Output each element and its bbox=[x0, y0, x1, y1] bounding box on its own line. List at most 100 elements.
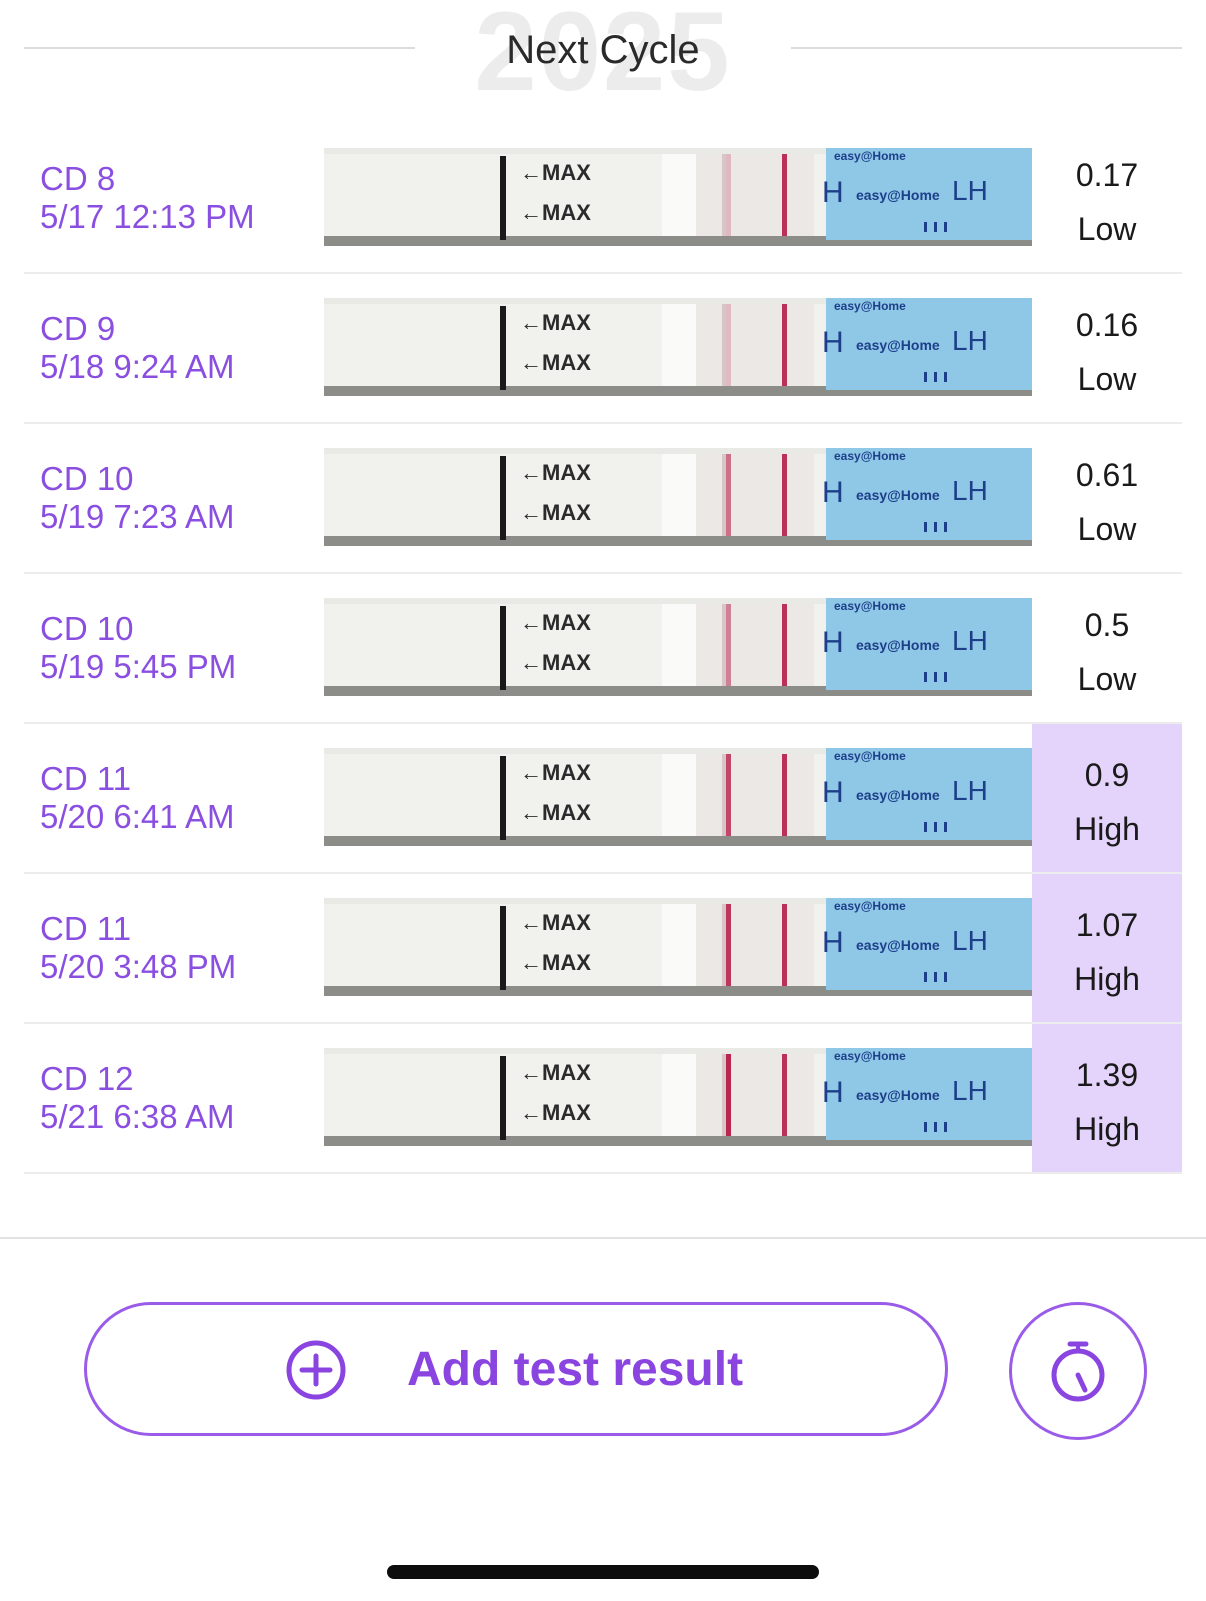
row-labels: CD 11 5/20 3:48 PM bbox=[40, 910, 236, 986]
cycle-day-label: CD 11 bbox=[40, 910, 132, 947]
svg-text:LH: LH bbox=[952, 625, 988, 656]
cycle-day-label: CD 12 bbox=[40, 1060, 134, 1097]
cycle-day-label: CD 10 bbox=[40, 610, 134, 647]
plus-circle-icon bbox=[286, 1340, 346, 1400]
lh-result-cell: 0.5 Low bbox=[1032, 574, 1182, 722]
test-result-row[interactable]: CD 10 5/19 5:45 PM ←MAX ←MAX bbox=[24, 574, 1182, 724]
cycle-day-label: CD 8 bbox=[40, 160, 116, 197]
lh-test-strip-photo: ←MAX ←MAX easy@Home H easy@Home LH bbox=[324, 898, 1032, 996]
svg-text:easy@Home: easy@Home bbox=[834, 599, 906, 613]
svg-text:H: H bbox=[822, 776, 844, 809]
row-labels: CD 12 5/21 6:38 AM bbox=[40, 1060, 234, 1136]
svg-text:←MAX: ←MAX bbox=[520, 500, 591, 525]
svg-text:←MAX: ←MAX bbox=[520, 650, 591, 675]
stopwatch-icon bbox=[1051, 1341, 1105, 1402]
test-result-row[interactable]: CD 11 5/20 6:41 AM ←MAX ←MAX bbox=[24, 724, 1182, 874]
lh-ratio-value: 0.16 bbox=[1075, 307, 1139, 343]
svg-text:easy@Home: easy@Home bbox=[856, 1087, 940, 1103]
svg-text:easy@Home: easy@Home bbox=[834, 299, 906, 313]
svg-text:←MAX: ←MAX bbox=[520, 910, 591, 935]
row-labels: CD 11 5/20 6:41 AM bbox=[40, 760, 234, 836]
svg-text:←MAX: ←MAX bbox=[520, 760, 591, 785]
lh-result-cell: 0.61 Low bbox=[1032, 424, 1182, 572]
test-result-row[interactable]: CD 9 5/18 9:24 AM ←MAX ←MAX bbox=[24, 274, 1182, 424]
svg-text:LH: LH bbox=[952, 925, 988, 956]
test-datetime: 5/19 7:23 AM bbox=[40, 498, 235, 535]
svg-text:←MAX: ←MAX bbox=[520, 800, 591, 825]
row-labels: CD 10 5/19 7:23 AM bbox=[40, 460, 234, 536]
test-datetime: 5/18 9:24 AM bbox=[40, 348, 235, 385]
test-datetime: 5/20 6:41 AM bbox=[40, 798, 235, 835]
svg-text:easy@Home: easy@Home bbox=[834, 449, 906, 463]
row-labels: CD 9 5/18 9:24 AM bbox=[40, 310, 234, 386]
lh-test-strip-photo: ←MAX ←MAX easy@Home H easy@Home LH bbox=[324, 298, 1032, 396]
svg-text:easy@Home: easy@Home bbox=[856, 337, 940, 353]
svg-text:easy@Home: easy@Home bbox=[834, 1049, 906, 1063]
svg-text:easy@Home: easy@Home bbox=[834, 899, 906, 913]
svg-text:easy@Home: easy@Home bbox=[856, 937, 940, 953]
lh-test-strip-photo: ←MAX ←MAX easy@Home H easy@Home LH bbox=[324, 148, 1032, 246]
svg-text:LH: LH bbox=[952, 475, 988, 506]
svg-text:←MAX: ←MAX bbox=[520, 310, 591, 335]
cycle-day-label: CD 11 bbox=[40, 760, 132, 797]
lh-ratio-value: 1.39 bbox=[1075, 1057, 1139, 1093]
svg-text:H: H bbox=[822, 176, 844, 209]
timer-button[interactable] bbox=[1009, 1302, 1147, 1440]
test-datetime: 5/20 3:48 PM bbox=[40, 948, 237, 985]
lh-test-strip-photo: ←MAX ←MAX easy@Home H easy@Home LH bbox=[324, 1048, 1032, 1146]
lh-test-strip-photo: ←MAX ←MAX easy@Home H easy@Home LH bbox=[324, 748, 1032, 846]
add-test-result-label: Add test result bbox=[407, 1343, 744, 1396]
test-datetime: 5/19 5:45 PM bbox=[40, 648, 237, 685]
lh-test-strip-photo: ←MAX ←MAX easy@Home H easy@Home LH bbox=[324, 598, 1032, 696]
lh-level-label: Low bbox=[1077, 511, 1137, 547]
test-result-row[interactable]: CD 12 5/21 6:38 AM ←MAX ←MAX bbox=[24, 1024, 1182, 1174]
svg-text:LH: LH bbox=[952, 775, 988, 806]
list-divider bbox=[0, 1237, 1206, 1239]
lh-level-label: High bbox=[1074, 1111, 1140, 1147]
lh-result-cell: 1.39 High bbox=[1032, 1024, 1182, 1172]
lh-result-cell: 0.16 Low bbox=[1032, 274, 1182, 422]
header-rule-right bbox=[791, 47, 1182, 49]
header-rule-left bbox=[24, 47, 415, 49]
cycle-day-label: CD 9 bbox=[40, 310, 116, 347]
svg-text:easy@Home: easy@Home bbox=[834, 149, 906, 163]
test-result-row[interactable]: CD 8 5/17 12:13 PM ←MAX ←MAX bbox=[24, 124, 1182, 274]
test-datetime: 5/21 6:38 AM bbox=[40, 1098, 235, 1135]
test-result-row[interactable]: CD 11 5/20 3:48 PM ←MAX ←MAX bbox=[24, 874, 1182, 1024]
lh-level-label: Low bbox=[1077, 661, 1137, 697]
svg-text:H: H bbox=[822, 1076, 844, 1109]
svg-text:H: H bbox=[822, 326, 844, 359]
svg-text:←MAX: ←MAX bbox=[520, 460, 591, 485]
lh-ratio-value: 0.9 bbox=[1084, 757, 1130, 793]
svg-text:H: H bbox=[822, 476, 844, 509]
svg-text:LH: LH bbox=[952, 325, 988, 356]
test-result-row[interactable]: CD 10 5/19 7:23 AM ←MAX ←MAX bbox=[24, 424, 1182, 574]
add-test-result-button[interactable]: Add test result bbox=[84, 1302, 948, 1436]
lh-level-label: High bbox=[1074, 961, 1140, 997]
lh-result-cell: 0.17 Low bbox=[1032, 124, 1182, 272]
row-labels: CD 8 5/17 12:13 PM bbox=[40, 160, 255, 236]
lh-ratio-value: 0.61 bbox=[1075, 457, 1139, 493]
svg-text:LH: LH bbox=[952, 175, 988, 206]
svg-text:←MAX: ←MAX bbox=[520, 200, 591, 225]
svg-text:←MAX: ←MAX bbox=[520, 350, 591, 375]
svg-text:←MAX: ←MAX bbox=[520, 160, 591, 185]
lh-ratio-value: 1.07 bbox=[1075, 907, 1139, 943]
svg-text:easy@Home: easy@Home bbox=[856, 187, 940, 203]
svg-text:←MAX: ←MAX bbox=[520, 1060, 591, 1085]
svg-text:←MAX: ←MAX bbox=[520, 610, 591, 635]
svg-text:easy@Home: easy@Home bbox=[856, 487, 940, 503]
svg-text:easy@Home: easy@Home bbox=[834, 749, 906, 763]
lh-result-cell: 1.07 High bbox=[1032, 874, 1182, 1022]
lh-result-cell: 0.9 High bbox=[1032, 724, 1182, 872]
row-labels: CD 10 5/19 5:45 PM bbox=[40, 610, 236, 686]
lh-level-label: Low bbox=[1077, 361, 1137, 397]
lh-level-label: Low bbox=[1077, 211, 1137, 247]
home-indicator[interactable] bbox=[387, 1565, 819, 1579]
svg-text:H: H bbox=[822, 926, 844, 959]
svg-text:←MAX: ←MAX bbox=[520, 950, 591, 975]
section-title: Next Cycle bbox=[506, 28, 700, 72]
lh-level-label: High bbox=[1074, 811, 1140, 847]
year-watermark: 2025 bbox=[474, 0, 732, 114]
lh-ratio-value: 0.17 bbox=[1075, 157, 1139, 193]
